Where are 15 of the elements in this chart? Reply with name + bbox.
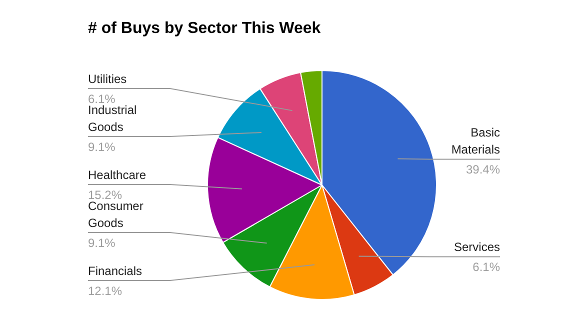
data-label: 9.1% — [88, 140, 116, 154]
slice-label: Consumer Goods — [88, 199, 144, 230]
chart-title: # of Buys by Sector This Week — [88, 20, 321, 38]
slice-label: Financials — [88, 264, 142, 278]
data-label: 6.1% — [472, 260, 500, 274]
data-label: 6.1% — [88, 92, 116, 106]
slice-label: Services — [454, 240, 500, 254]
slice-label: Industrial Goods — [88, 103, 137, 134]
data-label: 9.1% — [88, 236, 116, 250]
data-label: 12.1% — [88, 284, 122, 298]
data-label: 15.2% — [88, 188, 122, 202]
data-label: 39.4% — [466, 162, 500, 177]
slice-label: Basic Materials — [451, 126, 500, 157]
slice-label: Healthcare — [88, 168, 146, 182]
slice-label: Utilities — [88, 72, 127, 86]
